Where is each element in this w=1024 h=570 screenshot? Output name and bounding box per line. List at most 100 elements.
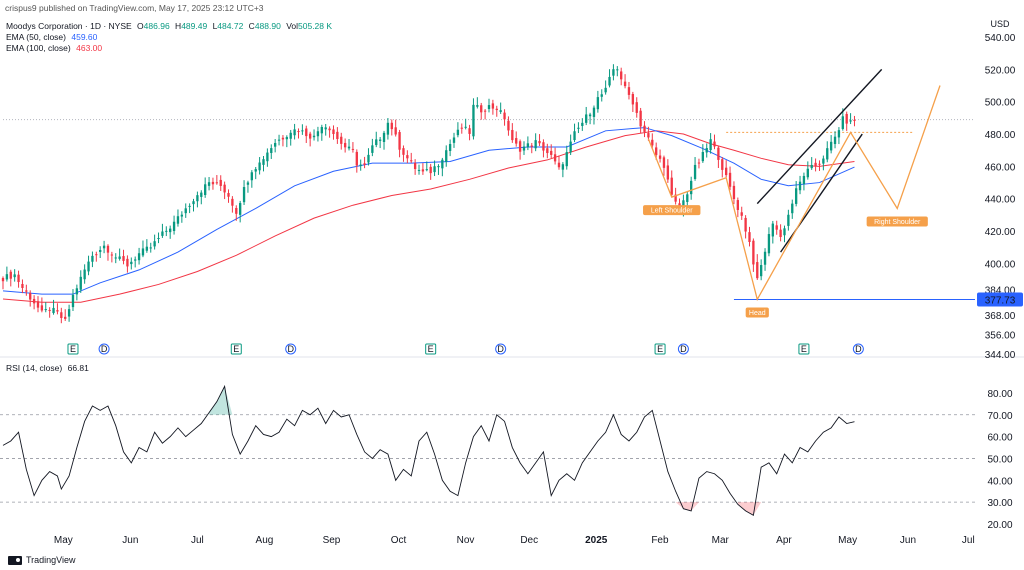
candle-down xyxy=(328,128,331,131)
candle-up xyxy=(829,141,833,151)
price-axis-tick: 384.00 xyxy=(985,285,1016,296)
dividend-marker-label: D xyxy=(287,344,294,354)
dividend-marker-icon xyxy=(98,343,110,355)
candle-up xyxy=(324,127,327,130)
candle-up xyxy=(592,107,596,117)
support-price-label: 377.73 xyxy=(985,295,1016,306)
candle-down xyxy=(658,155,662,159)
candle-down xyxy=(215,182,219,184)
ema100-legend: EMA (100, close) 463.00 xyxy=(6,43,102,53)
candle-up xyxy=(437,166,440,168)
candle-down xyxy=(546,148,549,154)
wedge-upper-line xyxy=(756,68,883,205)
candle-down xyxy=(126,258,129,267)
candle-up xyxy=(487,105,491,109)
price-axis-tick: 540.00 xyxy=(985,33,1016,44)
candle-down xyxy=(480,105,483,113)
candle-down xyxy=(21,283,24,288)
candle-up xyxy=(472,104,475,137)
candle-down xyxy=(643,125,646,132)
candle-down xyxy=(56,310,59,312)
candle-up xyxy=(464,126,467,128)
candle-down xyxy=(655,147,658,156)
candle-down xyxy=(518,141,522,152)
candle-up xyxy=(561,164,565,170)
candle-up xyxy=(44,309,47,311)
candle-up xyxy=(192,201,195,205)
candle-down xyxy=(651,139,654,146)
candle-up xyxy=(83,269,86,280)
candle-up xyxy=(433,166,436,173)
candle-down xyxy=(845,113,848,124)
candle-up xyxy=(382,132,386,142)
candle-up xyxy=(596,97,600,110)
candle-up xyxy=(196,195,199,202)
time-axis-label: Jul xyxy=(962,535,975,546)
candle-up xyxy=(822,158,825,164)
price-axis-tick: 368.00 xyxy=(985,311,1016,322)
candle-up xyxy=(137,253,141,261)
candle-up xyxy=(452,137,456,143)
candle-down xyxy=(402,148,405,155)
candle-down xyxy=(29,293,32,300)
candle-down xyxy=(748,232,751,242)
candle-up xyxy=(600,94,603,97)
time-axis-label: Oct xyxy=(391,535,407,546)
candle-up xyxy=(577,127,580,129)
ema100-value: 463.00 xyxy=(76,43,103,53)
candle-up xyxy=(686,194,689,202)
candle-up xyxy=(184,208,187,214)
candle-down xyxy=(60,312,63,318)
candle-up xyxy=(153,241,156,247)
candle-down xyxy=(542,142,545,151)
rsi-oversold-fill xyxy=(667,502,699,511)
time-axis-label: May xyxy=(838,535,857,546)
price-axis-tick: 356.00 xyxy=(985,331,1016,342)
candle-up xyxy=(200,192,203,197)
candle-down xyxy=(308,133,312,139)
candle-up xyxy=(616,69,619,71)
candle-down xyxy=(495,108,498,111)
candle-down xyxy=(336,131,339,139)
candle-down xyxy=(853,119,856,121)
earnings-marker-label: E xyxy=(801,344,807,354)
price-axis-tick: 520.00 xyxy=(985,65,1016,76)
candle-down xyxy=(620,71,623,80)
candle-up xyxy=(573,131,576,141)
tradingview-footer: TradingView xyxy=(8,555,76,565)
candle-down xyxy=(725,167,728,176)
high-label: H xyxy=(175,21,182,31)
price-axis-tick: 460.00 xyxy=(985,162,1016,173)
candle-down xyxy=(297,131,300,133)
candle-down xyxy=(511,129,514,141)
candle-up xyxy=(250,172,253,181)
candle-up xyxy=(277,139,281,141)
candle-up xyxy=(690,180,693,195)
volume-label: Vol xyxy=(286,21,299,31)
candle-down xyxy=(639,110,642,127)
candle-up xyxy=(258,162,261,171)
candle-down xyxy=(394,127,397,135)
volume-value: 505.28 K xyxy=(298,21,333,31)
candle-down xyxy=(343,142,347,148)
candle-down xyxy=(110,254,114,256)
candle-up xyxy=(91,255,94,262)
candle-up xyxy=(99,249,102,253)
price-and-rsi-chart[interactable]: USD 540.00 520.00 500.00 480.00 460.00 440.00 4… xyxy=(0,0,1024,550)
candle-up xyxy=(378,139,382,141)
candle-up xyxy=(604,87,607,93)
candle-down xyxy=(235,207,238,214)
high-value: 489.49 xyxy=(181,21,208,31)
open-value: 486.96 xyxy=(143,21,170,31)
candle-up xyxy=(476,105,479,107)
rsi-line xyxy=(2,384,855,516)
candle-up xyxy=(320,126,323,134)
candle-down xyxy=(48,309,51,311)
candle-down xyxy=(553,154,557,162)
candle-down xyxy=(460,127,463,129)
candle-up xyxy=(763,251,767,265)
time-axis-label: Mar xyxy=(712,535,730,546)
candle-down xyxy=(363,163,366,165)
time-axis-label: Sep xyxy=(323,535,341,546)
dividend-marker-icon xyxy=(495,343,507,355)
